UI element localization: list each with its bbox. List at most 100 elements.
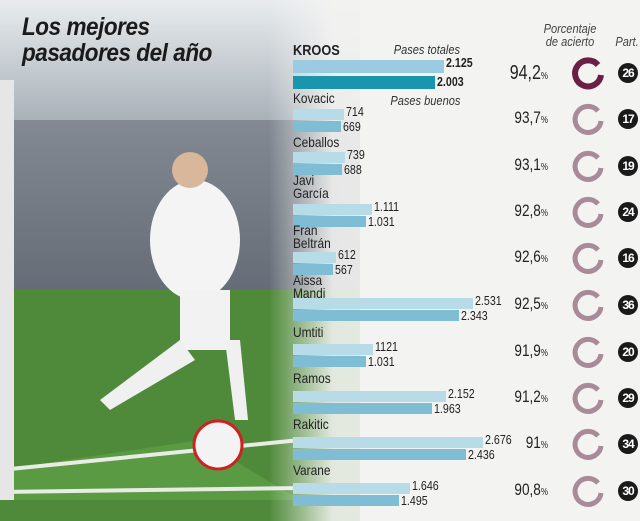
bar-good — [293, 495, 400, 506]
bar-total — [293, 109, 344, 120]
matches-badge: 24 — [618, 202, 638, 222]
value-good: 669 — [342, 119, 361, 134]
title-line-1: Los mejores — [22, 13, 150, 41]
value-total: 1.111 — [373, 199, 399, 214]
player-name: Kovacic — [293, 90, 335, 106]
percent-sign: % — [540, 254, 548, 265]
accuracy-ring-icon — [571, 195, 605, 229]
bar-total — [293, 252, 337, 263]
accuracy-percent: 92,8% — [492, 201, 548, 221]
player-name: Rakitic — [293, 416, 329, 432]
percent-sign: % — [540, 440, 548, 451]
percent-value: 92,6 — [514, 247, 541, 266]
bar-total — [293, 483, 410, 494]
value-total: 612 — [338, 247, 357, 262]
header-part: Part. — [615, 34, 639, 49]
matches-badge: 17 — [618, 109, 638, 129]
percent-sign: % — [540, 348, 548, 359]
bar-good — [293, 121, 341, 132]
value-total: 2.676 — [485, 432, 512, 447]
accuracy-ring-icon — [571, 381, 605, 415]
player-name: KROOS — [293, 42, 340, 59]
percent-sign: % — [540, 115, 548, 126]
matches-badge: 26 — [618, 63, 638, 83]
accuracy-percent: 91% — [492, 433, 548, 453]
bar-total — [293, 344, 373, 355]
accuracy-percent: 91,2% — [492, 387, 548, 407]
value-total: 714 — [345, 104, 364, 119]
percent-value: 90,8 — [514, 480, 541, 499]
percent-sign: % — [540, 208, 548, 219]
player-name: Aissa Mandi — [293, 272, 326, 301]
accuracy-ring-icon — [571, 241, 605, 275]
header-pct: Porcentaje de acierto — [536, 22, 604, 48]
accuracy-percent: 93,1% — [492, 155, 548, 175]
title-line-2: pasadores del año — [22, 39, 212, 67]
bar-good — [293, 264, 334, 275]
accuracy-percent: 90,8% — [492, 480, 548, 500]
percent-sign: % — [540, 162, 548, 173]
matches-badge: 34 — [618, 434, 638, 454]
bar-good — [293, 356, 367, 367]
percent-value: 91,9 — [514, 341, 541, 360]
accuracy-ring-icon — [571, 427, 605, 461]
bar-total — [293, 204, 372, 215]
percent-sign: % — [540, 487, 548, 498]
chart-title: Los mejores pasadores del año — [22, 14, 212, 66]
value-total: 2.125 — [445, 55, 473, 70]
bar-good — [293, 76, 436, 89]
value-total: 2.152 — [447, 386, 475, 401]
header-pct-line2: de acierto — [545, 34, 595, 49]
player-name: Umtiti — [293, 324, 324, 340]
accuracy-ring-icon — [571, 474, 605, 508]
value-total: 1.646 — [411, 478, 439, 493]
accuracy-ring-icon — [571, 149, 605, 183]
percent-value: 94,2 — [509, 62, 541, 84]
header-pct-line1: Porcentaje — [543, 21, 597, 36]
bar-total — [293, 298, 473, 309]
value-total: 2.531 — [474, 293, 502, 308]
percent-sign: % — [540, 301, 548, 312]
bar-total — [293, 152, 346, 163]
value-total: 739 — [347, 147, 366, 162]
matches-badge: 29 — [618, 388, 638, 408]
value-total: 1121 — [374, 339, 398, 354]
player-name: Varane — [293, 462, 331, 478]
value-good: 1.963 — [434, 401, 462, 416]
bar-good — [293, 403, 433, 414]
accuracy-ring-icon — [571, 56, 605, 90]
percent-sign: % — [540, 394, 548, 405]
bar-good — [293, 164, 342, 175]
legend-total: Pases totales — [393, 42, 460, 57]
accuracy-ring-icon — [571, 102, 605, 136]
matches-badge: 36 — [618, 295, 638, 315]
legend-good: Pases buenos — [389, 93, 460, 108]
chart-panel: Pases totales Pases buenos Porcentaje de… — [290, 0, 640, 521]
bar-total — [293, 437, 483, 448]
percent-value: 91 — [525, 433, 541, 452]
bar-total — [293, 60, 444, 73]
player-name: Fran Beltrán — [293, 222, 331, 251]
accuracy-ring-icon — [571, 335, 605, 369]
value-good: 1.031 — [368, 214, 395, 229]
matches-badge: 16 — [618, 248, 638, 268]
percent-sign: % — [540, 71, 548, 82]
matches-badge: 19 — [618, 156, 638, 176]
player-name: Ramos — [293, 370, 331, 386]
value-good: 2.436 — [467, 447, 495, 462]
bar-good — [293, 216, 367, 227]
value-good: 2.343 — [461, 308, 489, 323]
accuracy-percent: 92,5% — [492, 294, 548, 314]
bar-good — [293, 449, 466, 460]
value-good: 2.003 — [437, 74, 464, 89]
player-name: Javi García — [293, 172, 329, 201]
percent-value: 92,8 — [514, 201, 541, 220]
player-name: Ceballos — [293, 134, 340, 150]
value-good: 688 — [343, 162, 362, 177]
percent-value: 93,7 — [514, 108, 541, 127]
value-good: 1.031 — [368, 354, 395, 369]
matches-badge: 30 — [618, 481, 638, 501]
percent-value: 91,2 — [514, 387, 541, 406]
accuracy-percent: 92,6% — [492, 247, 548, 267]
accuracy-ring-icon — [571, 288, 605, 322]
